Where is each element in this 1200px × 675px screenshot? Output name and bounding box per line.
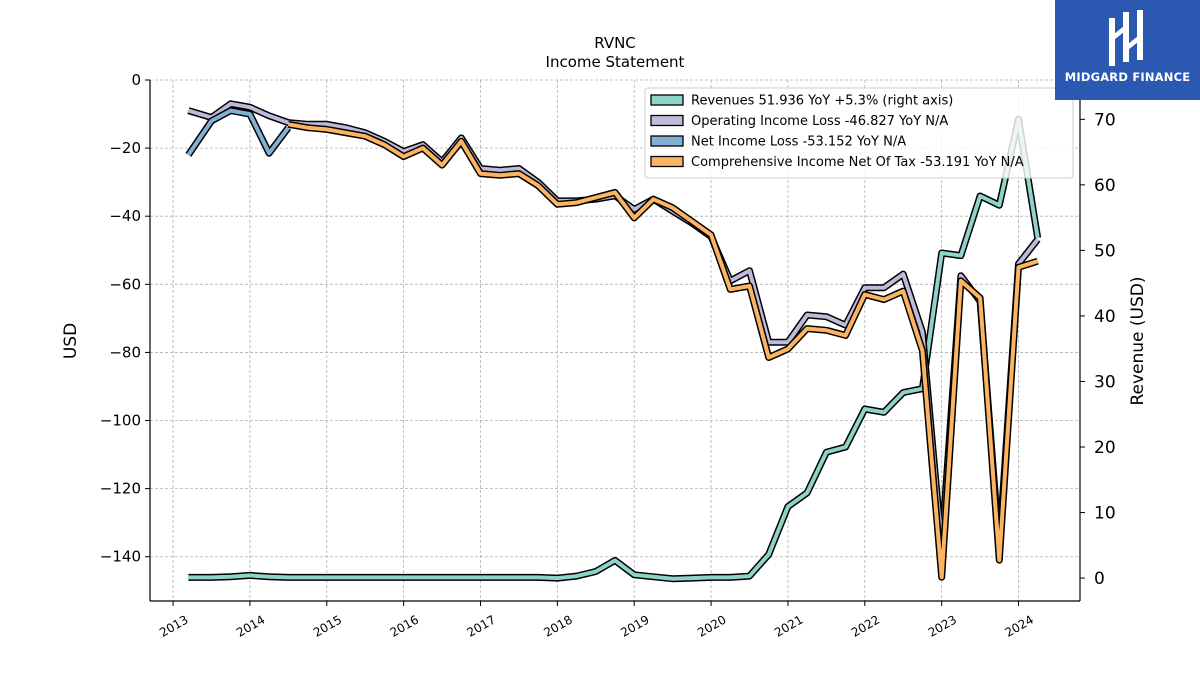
y-axis-label-right: Revenue (USD) [1128,276,1148,405]
series-line [188,117,1040,581]
y-right-tick-label: 60 [1094,176,1116,196]
y-tick-label: −20 [109,139,141,157]
legend-swatch [650,155,684,168]
legend-label: Comprehensive Income Net Of Tax -53.191 … [691,155,1024,170]
x-tick-label: 2018 [541,612,574,639]
y-right-tick-label: 10 [1094,504,1116,524]
y-tick-label: −140 [100,548,141,566]
x-tick-label: 2022 [849,612,882,639]
chart-title: RVNC [594,34,636,52]
series-line-outline [188,115,1042,583]
y-right-tick-label: 30 [1094,372,1116,392]
y-tick-label: −120 [100,480,141,498]
y-right-tick-label: 50 [1094,241,1116,261]
legend-label: Revenues 51.936 YoY +5.3% (right axis) [691,94,953,109]
x-tick-label: 2017 [465,612,498,639]
x-tick-label: 2016 [388,612,421,639]
series-line [186,108,290,157]
x-tick-label: 2013 [157,612,190,639]
series-line-outline [287,120,1039,581]
y-tick-label: 0 [131,71,141,89]
legend-box [644,87,1074,179]
legend: Revenues 51.936 YoY +5.3% (right axis) Op… [644,87,1074,179]
y-tick-label: −80 [109,343,141,361]
y-right-tick-label: 70 [1094,110,1116,130]
y-tick-label: −40 [109,207,141,225]
brand-logo: MIDGARD FINANCE [1055,0,1200,100]
y-right-tick-label: 20 [1094,438,1116,458]
legend-swatch [650,94,684,106]
y-axis-label-left: USD [61,323,81,359]
x-tick-label: 2023 [926,612,959,639]
x-tick-label: 2020 [695,612,728,639]
series-lines [185,100,1042,583]
legend-label: Operating Income Loss -46.827 YoY N/A [691,114,948,129]
brand-name: MIDGARD FINANCE [1064,70,1191,84]
x-tick-label: 2021 [772,612,805,639]
chart-subtitle: Income Statement [546,53,685,71]
y-tick-label: −100 [100,412,141,430]
x-tick-label: 2014 [234,612,267,639]
x-tick-label: 2015 [311,612,344,639]
brand-logo-icon [1109,10,1143,66]
x-tick-label: 2019 [618,612,651,639]
x-tick-label: 2024 [1003,612,1036,639]
y-right-tick-label: 0 [1094,569,1105,589]
legend-swatch [650,135,684,147]
legend-label: Net Income Loss -53.152 YoY N/A [691,135,906,150]
legend-swatch [650,114,684,127]
series-line [287,122,1039,580]
y-right-tick-label: 40 [1094,307,1116,327]
y-tick-label: −60 [109,275,141,293]
